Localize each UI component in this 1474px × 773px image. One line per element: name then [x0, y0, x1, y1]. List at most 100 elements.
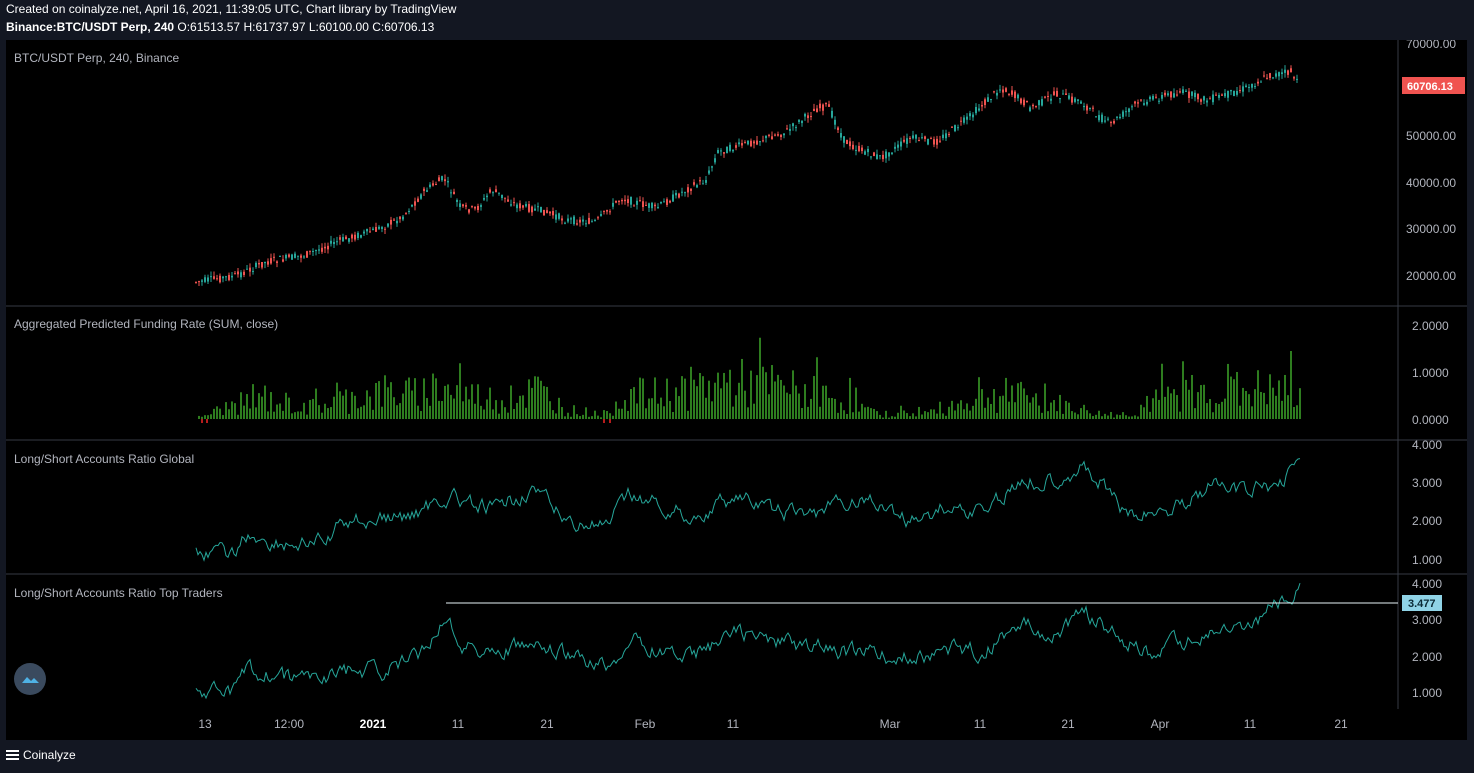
funding-bar	[1095, 414, 1097, 419]
candle-body	[435, 184, 437, 186]
funding-bar	[210, 414, 212, 419]
funding-bar	[435, 378, 437, 419]
funding-bar	[804, 384, 806, 419]
candle-body	[753, 141, 755, 144]
funding-bar	[1287, 395, 1289, 419]
candle-body	[336, 241, 338, 243]
funding-bar	[693, 379, 695, 419]
funding-bar	[1071, 411, 1073, 419]
funding-bar	[1179, 411, 1181, 419]
funding-bar	[1083, 404, 1085, 419]
funding-bar	[1044, 383, 1046, 419]
funding-bar	[1281, 400, 1283, 419]
candle-body	[360, 235, 362, 238]
candle-body	[213, 276, 215, 279]
candle-body	[462, 204, 464, 207]
funding-bar	[624, 400, 626, 419]
candle-body	[339, 237, 341, 240]
candle-body	[900, 141, 902, 147]
candle-body	[255, 262, 257, 268]
ls-top-axis-label: 2.000	[1412, 650, 1442, 664]
candle-body	[384, 228, 386, 230]
candle-body	[639, 200, 641, 202]
funding-bar	[708, 380, 710, 419]
candle-body	[318, 249, 320, 251]
candle-body	[507, 199, 509, 202]
time-axis-label: 21	[540, 717, 554, 731]
funding-bar	[966, 403, 968, 419]
funding-bar	[300, 411, 302, 419]
candle-body	[585, 223, 587, 225]
funding-bar	[381, 406, 383, 419]
funding-bar	[279, 403, 281, 419]
candle-body	[405, 212, 407, 214]
candle-body	[894, 146, 896, 149]
candle-body	[1038, 100, 1040, 106]
candle-body	[651, 202, 653, 209]
funding-bar	[315, 388, 317, 419]
candle-body	[276, 261, 278, 264]
funding-bar	[906, 413, 908, 419]
candle-body	[1245, 85, 1247, 88]
candle-body	[450, 192, 452, 194]
candle-body	[756, 140, 758, 145]
candle-body	[273, 256, 275, 258]
funding-bar	[363, 405, 365, 419]
funding-bar	[333, 396, 335, 419]
funding-bar	[615, 401, 617, 419]
funding-bar	[822, 385, 824, 419]
candle-body	[363, 231, 365, 234]
candle-body	[324, 246, 326, 249]
time-axis[interactable]: 13 12:00 2021 11 21 Feb 11 Mar 11 21 Apr 11 21	[6, 709, 1467, 740]
candle-body	[897, 144, 899, 148]
candle-body	[198, 281, 200, 283]
funding-bar	[1104, 413, 1106, 419]
candle-body	[381, 227, 383, 229]
candle-body	[489, 189, 491, 193]
chart-area[interactable]: BTC/USDT Perp, 240, Binance Aggregated P…	[6, 37, 1467, 709]
footer-brand[interactable]: Coinalyze	[6, 748, 76, 762]
candle-body	[210, 276, 212, 278]
funding-bar	[396, 405, 398, 419]
funding-bar	[453, 398, 455, 419]
funding-bar	[588, 416, 590, 419]
candle-body	[345, 236, 347, 240]
chart-canvas[interactable]: BTC/USDT Perp, 240, Binance Aggregated P…	[6, 37, 1467, 709]
candle-body	[696, 185, 698, 188]
coinalyze-cloud-icon[interactable]	[14, 663, 46, 695]
funding-bar	[1110, 411, 1112, 419]
funding-bar	[1194, 408, 1196, 419]
funding-bar	[366, 390, 368, 419]
candle-body	[1284, 69, 1286, 73]
funding-bar	[459, 363, 461, 419]
funding-bar	[402, 393, 404, 419]
funding-bar	[867, 406, 869, 419]
funding-bar	[915, 416, 917, 419]
candle-body	[981, 105, 983, 107]
funding-bar	[597, 415, 599, 419]
funding-bar-negative	[603, 419, 605, 423]
candle-body	[1053, 91, 1055, 95]
candle-body	[1176, 94, 1178, 96]
funding-bar	[1248, 394, 1250, 419]
candle-body	[597, 217, 599, 219]
candle-body	[600, 214, 602, 216]
candle-body	[429, 184, 431, 188]
funding-bar	[573, 405, 575, 419]
candle-body	[1152, 95, 1154, 100]
funding-bar	[330, 407, 332, 419]
candle-body	[528, 204, 530, 212]
funding-bar	[636, 403, 638, 419]
hamburger-menu-icon[interactable]	[6, 748, 19, 762]
candle-body	[945, 133, 947, 139]
candle-body	[543, 209, 545, 216]
funding-bar	[237, 414, 239, 419]
candle-body	[1032, 104, 1034, 107]
footer-bar	[0, 740, 1474, 773]
candle-body	[552, 211, 554, 216]
funding-bar	[894, 416, 896, 419]
candle-body	[825, 102, 827, 105]
funding-bar	[789, 394, 791, 419]
funding-bar	[1017, 383, 1019, 419]
funding-bar	[618, 408, 620, 419]
